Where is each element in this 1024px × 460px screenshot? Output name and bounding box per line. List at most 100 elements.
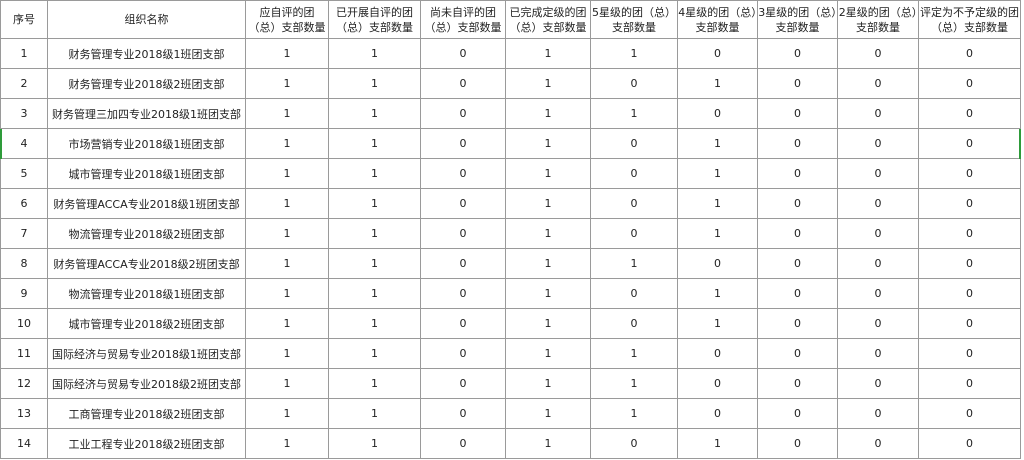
org-name-cell[interactable]: 财务管理ACCA专业2018级1班团支部 <box>47 188 246 219</box>
count-cell[interactable]: 0 <box>677 38 758 69</box>
row-number-cell[interactable]: 2 <box>0 68 48 99</box>
count-cell[interactable]: 1 <box>505 128 591 159</box>
column-header[interactable]: 评定为不予定级的团（总）支部数量 <box>918 0 1021 39</box>
count-cell[interactable]: 1 <box>590 368 678 399</box>
count-cell[interactable]: 0 <box>918 38 1021 69</box>
org-name-cell[interactable]: 工业工程专业2018级2班团支部 <box>47 428 246 459</box>
org-name-cell[interactable]: 财务管理ACCA专业2018级2班团支部 <box>47 248 246 279</box>
count-cell[interactable]: 0 <box>420 308 506 339</box>
count-cell[interactable]: 0 <box>420 428 506 459</box>
count-cell[interactable]: 1 <box>328 128 421 159</box>
count-cell[interactable]: 1 <box>245 308 329 339</box>
count-cell[interactable]: 1 <box>505 398 591 429</box>
count-cell[interactable]: 0 <box>590 188 678 219</box>
row-number-cell[interactable]: 4 <box>0 128 48 159</box>
count-cell[interactable]: 1 <box>505 308 591 339</box>
count-cell[interactable]: 1 <box>505 338 591 369</box>
count-cell[interactable]: 1 <box>505 98 591 129</box>
count-cell[interactable]: 1 <box>505 278 591 309</box>
org-name-cell[interactable]: 物流管理专业2018级2班团支部 <box>47 218 246 249</box>
column-header[interactable]: 5星级的团（总）支部数量 <box>590 0 678 39</box>
count-cell[interactable]: 0 <box>918 278 1021 309</box>
org-name-cell[interactable]: 国际经济与贸易专业2018级1班团支部 <box>47 338 246 369</box>
count-cell[interactable]: 0 <box>837 38 919 69</box>
count-cell[interactable]: 0 <box>837 248 919 279</box>
count-cell[interactable]: 0 <box>757 68 838 99</box>
count-cell[interactable]: 1 <box>328 38 421 69</box>
row-number-cell[interactable]: 5 <box>0 158 48 189</box>
count-cell[interactable]: 1 <box>505 68 591 99</box>
count-cell[interactable]: 0 <box>837 68 919 99</box>
count-cell[interactable]: 0 <box>757 98 838 129</box>
count-cell[interactable]: 0 <box>420 158 506 189</box>
org-name-cell[interactable]: 国际经济与贸易专业2018级2班团支部 <box>47 368 246 399</box>
count-cell[interactable]: 0 <box>677 398 758 429</box>
count-cell[interactable]: 0 <box>837 188 919 219</box>
count-cell[interactable]: 0 <box>677 368 758 399</box>
column-header[interactable]: 应自评的团（总）支部数量 <box>245 0 329 39</box>
count-cell[interactable]: 0 <box>757 278 838 309</box>
count-cell[interactable]: 0 <box>918 398 1021 429</box>
count-cell[interactable]: 0 <box>590 428 678 459</box>
count-cell[interactable]: 0 <box>918 158 1021 189</box>
count-cell[interactable]: 1 <box>505 218 591 249</box>
count-cell[interactable]: 0 <box>420 338 506 369</box>
count-cell[interactable]: 0 <box>420 218 506 249</box>
count-cell[interactable]: 0 <box>837 278 919 309</box>
count-cell[interactable]: 0 <box>590 308 678 339</box>
column-header[interactable]: 2星级的团（总）支部数量 <box>837 0 919 39</box>
count-cell[interactable]: 1 <box>245 38 329 69</box>
count-cell[interactable]: 1 <box>590 38 678 69</box>
count-cell[interactable]: 0 <box>757 308 838 339</box>
count-cell[interactable]: 1 <box>245 248 329 279</box>
org-name-cell[interactable]: 财务管理专业2018级1班团支部 <box>47 38 246 69</box>
count-cell[interactable]: 0 <box>590 218 678 249</box>
count-cell[interactable]: 0 <box>677 338 758 369</box>
count-cell[interactable]: 1 <box>590 338 678 369</box>
column-header[interactable]: 序号 <box>0 0 48 39</box>
count-cell[interactable]: 0 <box>420 128 506 159</box>
count-cell[interactable]: 1 <box>677 428 758 459</box>
count-cell[interactable]: 0 <box>420 248 506 279</box>
count-cell[interactable]: 1 <box>328 428 421 459</box>
count-cell[interactable]: 1 <box>328 188 421 219</box>
count-cell[interactable]: 0 <box>420 68 506 99</box>
count-cell[interactable]: 0 <box>757 188 838 219</box>
row-number-cell[interactable]: 13 <box>0 398 48 429</box>
row-number-cell[interactable]: 3 <box>0 98 48 129</box>
count-cell[interactable]: 1 <box>505 368 591 399</box>
count-cell[interactable]: 1 <box>245 128 329 159</box>
count-cell[interactable]: 0 <box>757 218 838 249</box>
count-cell[interactable]: 1 <box>505 248 591 279</box>
count-cell[interactable]: 0 <box>420 188 506 219</box>
count-cell[interactable]: 0 <box>757 248 838 279</box>
count-cell[interactable]: 1 <box>677 68 758 99</box>
count-cell[interactable]: 1 <box>677 128 758 159</box>
count-cell[interactable]: 0 <box>837 308 919 339</box>
count-cell[interactable]: 0 <box>420 368 506 399</box>
count-cell[interactable]: 1 <box>328 68 421 99</box>
row-number-cell[interactable]: 8 <box>0 248 48 279</box>
count-cell[interactable]: 1 <box>245 98 329 129</box>
count-cell[interactable]: 1 <box>245 68 329 99</box>
org-name-cell[interactable]: 工商管理专业2018级2班团支部 <box>47 398 246 429</box>
count-cell[interactable]: 0 <box>918 98 1021 129</box>
column-header[interactable]: 已完成定级的团（总）支部数量 <box>505 0 591 39</box>
count-cell[interactable]: 1 <box>505 188 591 219</box>
org-name-cell[interactable]: 市场营销专业2018级1班团支部 <box>47 128 246 159</box>
count-cell[interactable]: 1 <box>328 398 421 429</box>
count-cell[interactable]: 1 <box>245 368 329 399</box>
count-cell[interactable]: 1 <box>328 158 421 189</box>
count-cell[interactable]: 0 <box>590 128 678 159</box>
count-cell[interactable]: 0 <box>837 128 919 159</box>
row-number-cell[interactable]: 7 <box>0 218 48 249</box>
count-cell[interactable]: 0 <box>918 368 1021 399</box>
count-cell[interactable]: 0 <box>918 428 1021 459</box>
count-cell[interactable]: 0 <box>918 308 1021 339</box>
count-cell[interactable]: 1 <box>505 38 591 69</box>
count-cell[interactable]: 0 <box>420 398 506 429</box>
count-cell[interactable]: 0 <box>677 98 758 129</box>
count-cell[interactable]: 1 <box>245 188 329 219</box>
count-cell[interactable]: 1 <box>677 188 758 219</box>
count-cell[interactable]: 0 <box>837 428 919 459</box>
